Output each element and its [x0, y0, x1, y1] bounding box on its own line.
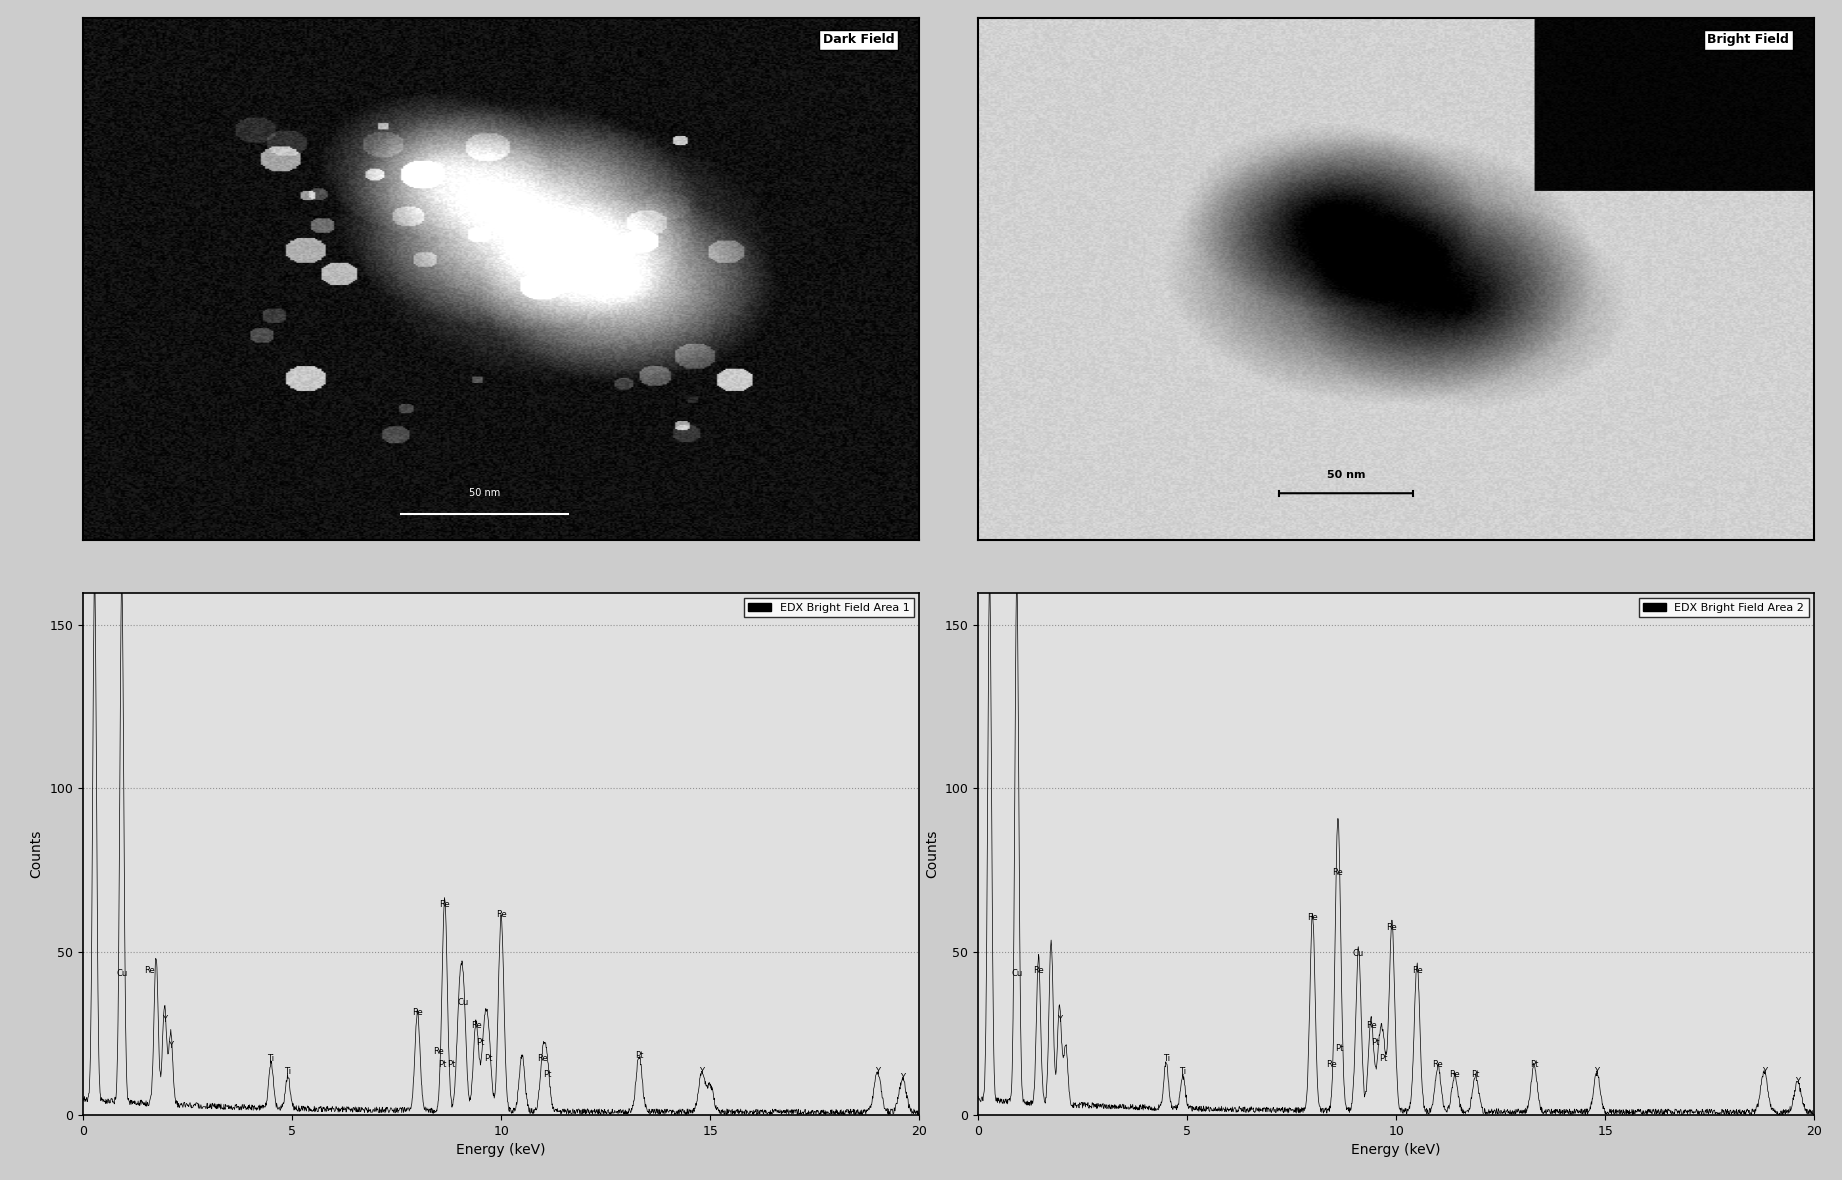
Text: 50 nm: 50 nm: [1326, 470, 1365, 480]
Text: Pt: Pt: [1380, 1054, 1387, 1063]
Text: Y: Y: [162, 1015, 168, 1023]
Text: Y: Y: [1761, 1067, 1766, 1076]
Text: Re: Re: [1387, 923, 1398, 932]
Text: Ti: Ti: [284, 1067, 291, 1076]
Text: Pt: Pt: [1335, 1044, 1345, 1053]
Text: Re: Re: [1326, 1061, 1337, 1069]
Text: Cu: Cu: [116, 969, 127, 978]
Text: Re: Re: [1433, 1061, 1444, 1069]
Text: Y: Y: [875, 1067, 880, 1076]
Text: Pt: Pt: [1472, 1070, 1479, 1080]
Text: Ti: Ti: [1179, 1067, 1186, 1076]
Text: Pt: Pt: [635, 1050, 643, 1060]
Y-axis label: Counts: Counts: [29, 830, 44, 878]
Text: 50 nm: 50 nm: [468, 489, 499, 498]
Y-axis label: Counts: Counts: [925, 830, 939, 878]
Text: Cu: Cu: [1352, 950, 1365, 958]
Text: Cu: Cu: [1011, 969, 1022, 978]
Text: Pt: Pt: [1531, 1061, 1538, 1069]
Text: Re: Re: [144, 965, 155, 975]
Text: Pt: Pt: [543, 1070, 551, 1080]
Text: Y: Y: [901, 1074, 904, 1082]
Text: Re: Re: [1450, 1070, 1461, 1080]
Text: Y: Y: [1595, 1067, 1599, 1076]
Text: Re: Re: [433, 1048, 444, 1056]
Text: Pt: Pt: [1370, 1037, 1380, 1047]
Text: Y: Y: [1796, 1076, 1800, 1086]
Text: Re: Re: [1332, 867, 1343, 877]
Text: Ti: Ti: [267, 1054, 274, 1063]
Text: Pt: Pt: [484, 1054, 494, 1063]
Text: Pt: Pt: [475, 1037, 484, 1047]
Text: Re: Re: [472, 1021, 481, 1030]
Text: Re: Re: [413, 1008, 424, 1017]
Text: Re: Re: [1411, 965, 1422, 975]
Text: Pt: Pt: [448, 1061, 455, 1069]
Text: Y: Y: [168, 1041, 173, 1050]
Text: Cu: Cu: [459, 998, 470, 1008]
Text: Re: Re: [438, 900, 449, 910]
Text: Re: Re: [538, 1054, 549, 1063]
Legend: EDX Bright Field Area 2: EDX Bright Field Area 2: [1639, 598, 1809, 617]
Text: Y: Y: [700, 1067, 704, 1076]
Text: Re: Re: [1365, 1021, 1376, 1030]
Text: Re: Re: [1033, 965, 1044, 975]
Text: Re: Re: [1308, 913, 1317, 923]
Text: Dark Field: Dark Field: [823, 33, 893, 46]
Text: Y: Y: [1057, 1015, 1063, 1023]
Text: Bright Field: Bright Field: [1708, 33, 1789, 46]
X-axis label: Energy (keV): Energy (keV): [1352, 1143, 1440, 1158]
Text: Re: Re: [495, 910, 507, 919]
Text: Ti: Ti: [1162, 1054, 1170, 1063]
X-axis label: Energy (keV): Energy (keV): [457, 1143, 545, 1158]
Legend: EDX Bright Field Area 1: EDX Bright Field Area 1: [744, 598, 914, 617]
Text: Pt: Pt: [438, 1061, 448, 1069]
